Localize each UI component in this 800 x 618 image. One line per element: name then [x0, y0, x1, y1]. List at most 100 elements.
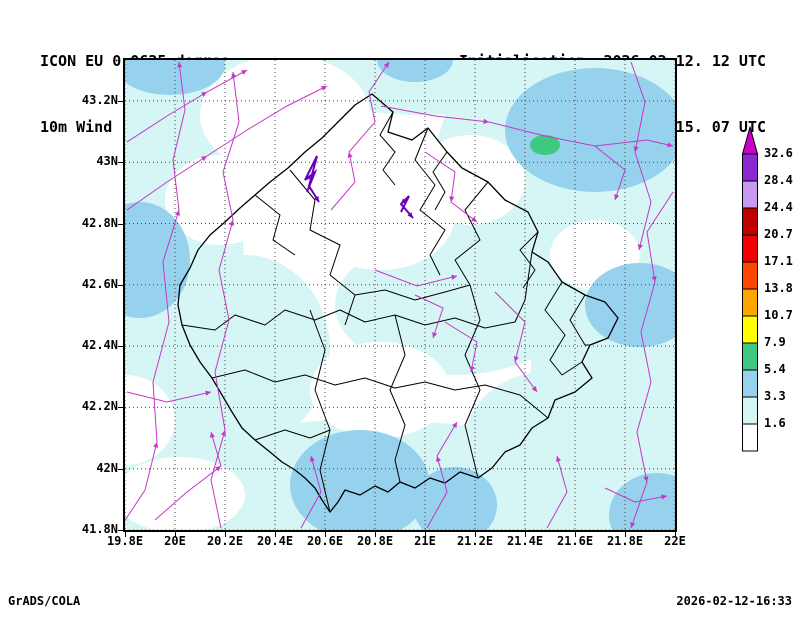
- wind-speed-shading: [310, 342, 450, 438]
- x-tick-label: 21E: [414, 534, 436, 548]
- wind-arrowhead: [435, 456, 441, 462]
- admin-boundary: [544, 281, 583, 376]
- x-tick-label: 21.8E: [606, 534, 644, 548]
- axis-tick: [118, 100, 123, 102]
- colorbar-segment: [742, 396, 758, 425]
- wind-speed-shading: [160, 255, 330, 445]
- wind-arrowhead: [215, 466, 221, 472]
- wind-streamline: [604, 487, 668, 503]
- colorbar-segment: [742, 126, 758, 155]
- wind-speed-shading: [505, 68, 675, 192]
- wind-streamline: [630, 191, 674, 529]
- colorbar-segment: [742, 180, 758, 209]
- wind-streamline: [399, 195, 414, 219]
- axis-tick: [175, 532, 176, 537]
- wind-arrowhead: [452, 422, 457, 428]
- colorbar-label: 5.4: [764, 362, 786, 376]
- colorbar-label: 20.7: [764, 227, 793, 241]
- admin-boundary: [389, 314, 406, 483]
- grads-credit: GrADS/COLA: [8, 594, 81, 608]
- admin-boundary: [309, 309, 331, 513]
- admin-boundary: [569, 294, 590, 346]
- axis-tick: [475, 532, 476, 537]
- wind-arrowhead: [383, 62, 389, 68]
- colorbar-segment: [742, 288, 758, 317]
- x-tick-label: 20.4E: [256, 534, 294, 548]
- x-tick-label: 21.2E: [456, 534, 494, 548]
- wind-arrowhead: [630, 522, 636, 528]
- wind-speed-shading: [200, 60, 370, 175]
- axis-tick: [118, 284, 123, 286]
- y-tick-label: 42.2N: [81, 399, 118, 414]
- wind-arrowhead: [210, 432, 216, 438]
- wind-arrowhead: [229, 220, 235, 226]
- wind-arrowhead: [614, 194, 620, 200]
- colorbar-label: 24.4: [764, 200, 793, 214]
- admin-boundary: [454, 181, 489, 286]
- axis-tick: [118, 468, 123, 470]
- axis-tick: [575, 532, 576, 537]
- admin-boundary: [414, 127, 446, 276]
- colorbar-label: 32.6: [764, 146, 793, 160]
- map-canvas: [125, 60, 675, 530]
- admin-boundary: [181, 251, 533, 331]
- wind-speed-shading: [377, 60, 453, 82]
- wind-arrowhead: [451, 274, 457, 280]
- wind-arrowhead: [347, 152, 353, 158]
- y-tick-label: 42.6N: [81, 276, 118, 291]
- axis-tick: [225, 532, 226, 537]
- admin-boundary: [254, 429, 331, 441]
- wind-speed-shading: [413, 467, 497, 530]
- x-tick-label: 22E: [664, 534, 686, 548]
- wind-streamline: [126, 69, 248, 143]
- wind-arrowhead: [309, 456, 315, 462]
- wind-arrowhead: [483, 118, 489, 124]
- wind-arrowhead: [305, 174, 311, 180]
- y-tick-label: 42.8N: [81, 215, 118, 230]
- wind-arrowhead: [407, 212, 413, 218]
- x-tick-label: 19.8E: [106, 534, 144, 548]
- colorbar-label: 10.7: [764, 308, 793, 322]
- wind-arrowhead: [205, 390, 211, 396]
- admin-boundary: [354, 284, 471, 301]
- wind-speed-shading: [335, 235, 575, 375]
- wind-streamline: [546, 455, 568, 529]
- wind-arrowhead: [531, 386, 537, 392]
- wind-arrowhead: [651, 276, 657, 282]
- wind-arrowhead: [401, 198, 407, 204]
- wind-arrowhead: [449, 196, 455, 202]
- wind-arrowhead: [432, 332, 438, 338]
- wind-streamline: [424, 151, 478, 223]
- colorbar-label: 1.6: [764, 416, 786, 430]
- axis-tick: [118, 223, 123, 225]
- wind-streamline: [374, 269, 458, 287]
- wind-arrowhead: [321, 86, 327, 91]
- x-tick-label: 20E: [164, 534, 186, 548]
- axis-tick: [325, 532, 326, 537]
- wind-streamline: [330, 61, 390, 211]
- wind-arrowhead: [174, 210, 180, 216]
- axis-tick: [125, 532, 126, 537]
- wind-speed-shading: [415, 135, 525, 225]
- colorbar-label: 3.3: [764, 389, 786, 403]
- wind-speed-shading: [585, 263, 675, 347]
- wind-speed-shading: [465, 370, 645, 510]
- wind-streamline: [414, 294, 444, 339]
- y-tick-label: 42N: [96, 460, 118, 475]
- wind-streamline: [300, 455, 322, 529]
- map-plot: [123, 58, 677, 532]
- axis-tick: [118, 407, 123, 409]
- wind-speed-shading: [609, 473, 675, 530]
- wind-arrowhead: [469, 366, 475, 372]
- admin-boundary: [464, 284, 481, 479]
- x-tick-label: 20.2E: [206, 534, 244, 548]
- y-tick-label: 41.8N: [81, 522, 118, 536]
- wind-speed-shading: [165, 155, 275, 245]
- wind-arrowhead: [471, 216, 477, 222]
- axis-tick: [675, 532, 676, 537]
- wind-speed-shading: [125, 375, 175, 465]
- colorbar-segment: [742, 261, 758, 290]
- admin-boundary: [211, 369, 549, 419]
- wind-streamline: [126, 85, 328, 211]
